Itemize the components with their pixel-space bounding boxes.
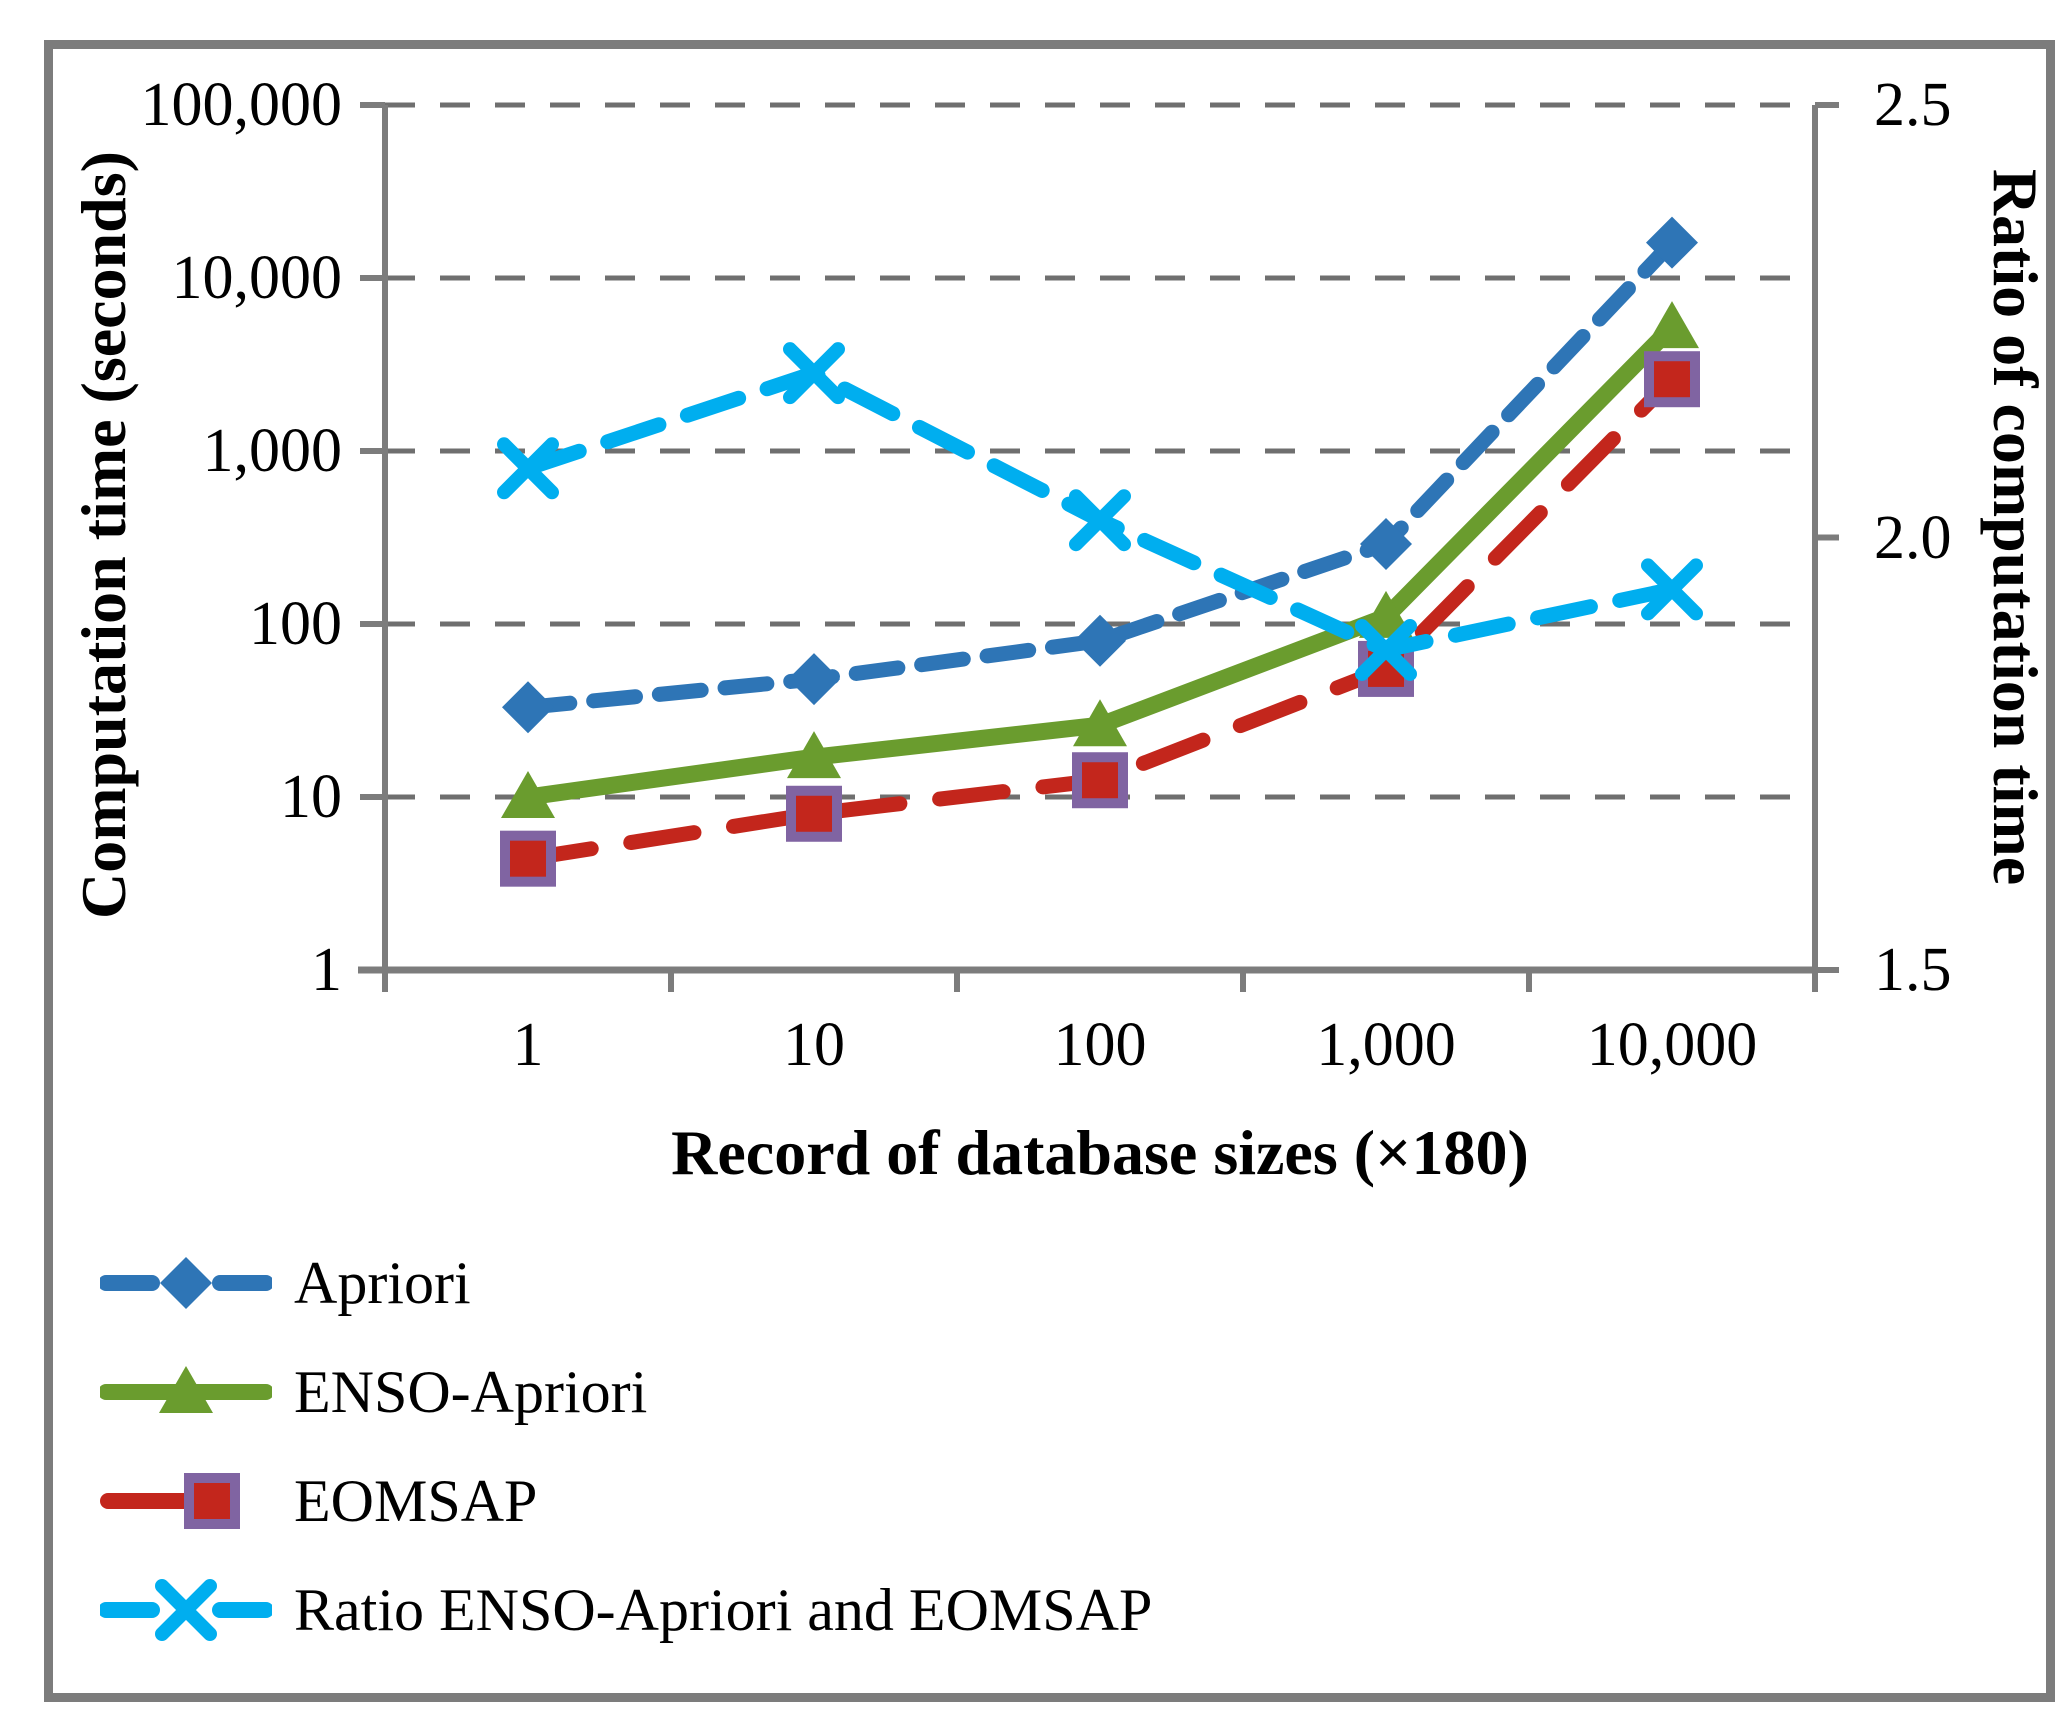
legend-label: Ratio ENSO-Apriori and EOMSAP [294, 1576, 1153, 1643]
tick-label: 10,000 [1586, 1011, 1758, 1079]
x-marker-icon [1355, 618, 1417, 681]
enso-apriori-line-marker-icon [100, 1366, 272, 1413]
ratio-line-marker-icon [100, 1579, 272, 1641]
tick-label: 1.5 [1874, 936, 1952, 1004]
triangle-marker-icon [787, 731, 841, 779]
left-axis-title: Computation time (seconds) [68, 151, 139, 919]
diamond-marker-icon [788, 653, 840, 706]
triangle-marker-icon [1073, 699, 1127, 747]
legend-item-enso-apriori: ENSO-Apriori [100, 1342, 647, 1442]
triangle-marker-icon [501, 771, 555, 818]
axes [358, 102, 1839, 992]
apriori-line-marker-icon [100, 1257, 272, 1309]
legend-item-eomsap: EOMSAP [100, 1451, 537, 1551]
figure-border [44, 40, 2055, 1702]
x-marker-icon [783, 342, 845, 405]
diamond-marker-icon [1646, 216, 1698, 269]
legend-label: EOMSAP [294, 1467, 538, 1534]
eomsap-line-marker-icon [100, 1473, 240, 1529]
legend-label: Apriori [294, 1249, 471, 1316]
right-axis-title: Ratio of computation time [1980, 168, 2051, 886]
triangle-marker-icon [1359, 590, 1413, 638]
square-marker-icon [786, 785, 842, 842]
diamond-marker-icon [1360, 518, 1412, 571]
series-ratio-enso-apriori-and-eomsap [497, 342, 1703, 681]
tick-label: 1 [512, 1011, 544, 1079]
diamond-marker-icon [160, 1257, 212, 1309]
triangle-marker-icon [1645, 301, 1699, 349]
tick-label: 100 [1053, 1011, 1147, 1079]
tick-label: 1,000 [1316, 1011, 1456, 1079]
x-marker-icon [1641, 558, 1703, 621]
x-marker-icon [155, 1579, 217, 1641]
square-marker-icon [1072, 752, 1128, 809]
tick-label: 100,000 [140, 71, 343, 139]
series-enso-apriori [501, 301, 1699, 818]
triangle-marker-icon [159, 1366, 213, 1413]
square-marker-icon [1644, 351, 1700, 408]
tick-label: 2.5 [1874, 71, 1952, 139]
x-axis-title: Record of database sizes (×180) [671, 1117, 1529, 1188]
tick-label: 10 [280, 763, 342, 831]
x-marker-icon [1069, 489, 1131, 552]
tick-label: 2.0 [1874, 503, 1952, 572]
diamond-marker-icon [1074, 614, 1126, 667]
legend-label: ENSO-Apriori [294, 1358, 648, 1425]
tick-label: 1,000 [202, 417, 343, 485]
tick-label: 10,000 [171, 244, 343, 312]
square-marker-icon [184, 1473, 240, 1529]
series-eomsap [500, 351, 1700, 887]
series-apriori [502, 216, 1698, 734]
x-marker-icon [497, 437, 559, 500]
legend-item-ratio: Ratio ENSO-Apriori and EOMSAP [100, 1560, 1152, 1660]
legend-item-apriori: Apriori [100, 1233, 471, 1333]
tick-label: 100 [249, 590, 342, 658]
diamond-marker-icon [502, 681, 554, 734]
tick-label: 10 [783, 1011, 845, 1079]
square-marker-icon [500, 830, 556, 887]
tick-label: 1 [311, 936, 342, 1004]
